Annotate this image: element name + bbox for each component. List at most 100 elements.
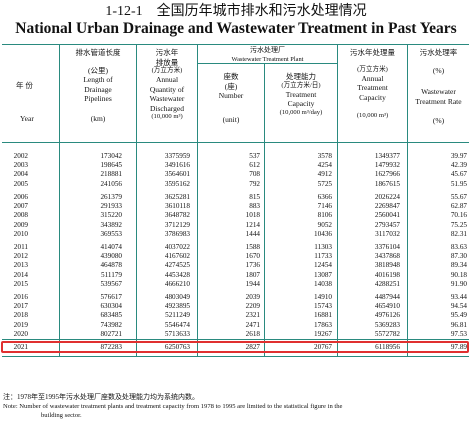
table-treatment-capacity-cell: 2026224 <box>374 193 400 201</box>
table-plant-number-cell: 1444 <box>245 229 260 238</box>
table-treatment-capacity-cell: 5572782 <box>374 329 400 338</box>
table-plant-number-cell: 883 <box>249 202 260 211</box>
table-plant-capacity-cell: 16881 <box>314 311 332 320</box>
table-plant-capacity-cell: 15743 <box>314 302 332 311</box>
table-treatment-rate-cell: 87.30 <box>450 252 467 261</box>
row-block: 2011 414074 4037022 1588 11303 3376104 83.63 20… <box>2 243 469 289</box>
row-block: 2006 261379 3625281 815 6366 2026224 55.67 2007… <box>2 193 469 239</box>
table-code-title: 1-12-1 全国历年城市排水和污水处理情况 <box>105 4 367 19</box>
plant-group-header: 污水处理厂 Wastewater Treatment Plant <box>231 46 304 63</box>
table-plant-number-cell: 1736 <box>245 261 260 270</box>
table-treatment-capacity-cell: 2560041 <box>374 211 400 220</box>
table-treatment-capacity-cell: 1479932 <box>374 161 400 170</box>
year-header-en: Year <box>20 114 34 123</box>
table-treatment-capacity-cell: 4654910 <box>374 302 400 311</box>
table-discharged-cell: 3712129 <box>164 220 190 229</box>
table-discharged-cell: 5713633 <box>164 329 190 338</box>
table-discharged-cell: 4274525 <box>164 261 190 270</box>
table-pipelines-cell: 683485 <box>100 311 122 320</box>
table-row: 2006 261379 3625281 815 6366 2026224 55.67 <box>2 193 469 202</box>
note-cn: 注：1978年至1995年污水处理厂座数及处理能力均为系统内数。 <box>3 393 199 401</box>
table-plant-number-cell: 2209 <box>245 302 260 311</box>
table-year-cell: 2016 <box>13 293 28 301</box>
table-english-title: National Urban Drainage and Wastewater T… <box>15 20 457 37</box>
table-year-cell: 2012 <box>13 252 28 261</box>
table-plant-capacity-cell: 4912 <box>317 170 332 179</box>
table-plant-capacity-cell: 11733 <box>314 252 332 261</box>
table-plant-capacity-cell: 10436 <box>314 229 332 238</box>
table-treatment-rate-cell: 89.34 <box>450 261 467 270</box>
row-2021-plant-number-cell: 2827 <box>245 343 260 351</box>
table-year-cell: 2010 <box>13 229 28 238</box>
table-treatment-capacity-cell: 1349377 <box>374 152 400 160</box>
table-year-cell: 2004 <box>13 170 28 179</box>
table-pipelines-cell: 576617 <box>100 293 122 301</box>
table-treatment-rate-cell: 42.39 <box>450 161 467 170</box>
table-top-rule <box>2 44 469 45</box>
table-treatment-capacity-cell: 3437868 <box>374 252 400 261</box>
table-year-cell: 2014 <box>13 270 28 279</box>
table-row: 2012 439080 4167602 1670 11733 3437868 87.30 <box>2 252 469 261</box>
row-2021-discharged-cell: 6250763 <box>164 343 190 351</box>
table-pipelines-cell: 173042 <box>100 152 122 160</box>
data-table: 年 份 Year 排水管道长度 (公里) Length of Drainage … <box>1 44 469 390</box>
table-treatment-rate-cell: 75.25 <box>450 220 467 229</box>
table-pipelines-cell: 464878 <box>100 261 122 270</box>
table-treatment-rate-cell: 55.67 <box>450 193 467 201</box>
table-plant-capacity-cell: 14038 <box>314 279 332 288</box>
table-year-cell: 2020 <box>13 329 28 338</box>
table-year-cell: 2018 <box>13 311 28 320</box>
table-year-cell: 2013 <box>13 261 28 270</box>
year-header-cn: 年 份 <box>16 81 33 90</box>
table-year-cell: 2015 <box>13 279 28 288</box>
row-2021-plant-capacity-cell: 20767 <box>314 343 332 351</box>
table-year-cell: 2009 <box>13 220 28 229</box>
table-treatment-rate-cell: 45.67 <box>450 170 467 179</box>
table-plant-number-cell: 1018 <box>245 211 260 220</box>
table-plant-capacity-cell: 11303 <box>314 243 332 251</box>
table-row: 2014 511179 4453428 1807 13087 4016198 90.18 <box>2 271 469 280</box>
table-treatment-capacity-cell: 3117032 <box>375 229 400 238</box>
table-treatment-capacity-cell: 2269847 <box>374 202 400 211</box>
table-year-cell: 2008 <box>13 211 28 220</box>
row-2021-treatment-rate-cell: 97.89 <box>450 343 467 351</box>
table-pipelines-cell: 291933 <box>100 202 122 211</box>
table-treatment-capacity-cell: 2793457 <box>374 220 400 229</box>
table-treatment-capacity-cell: 1627966 <box>374 170 400 179</box>
table-treatment-capacity-cell: 4288251 <box>374 279 400 288</box>
table-row: 2015 539567 4666210 1944 14038 4288251 91.90 <box>2 280 469 289</box>
discharged-header: 污水年 排放量 (万立方米) Annual Quantity of Wastew… <box>149 48 185 121</box>
table-year-cell: 2003 <box>13 161 28 170</box>
table-row: 2005 241056 3595162 792 5725 1867615 51.95 <box>2 180 469 189</box>
row-block: 2016 576617 4803049 2039 14910 4487944 93.44 20… <box>2 293 469 339</box>
table-bottom-rule <box>2 356 469 357</box>
table-pipelines-cell: 802721 <box>100 329 122 338</box>
table-plant-capacity-cell: 7146 <box>317 202 332 211</box>
table-treatment-rate-cell: 97.53 <box>450 329 467 338</box>
table-row: 2008 315220 3648782 1018 8106 2560041 70.16 <box>2 211 469 220</box>
row-2021-year-cell: 2021 <box>13 343 28 351</box>
table-treatment-capacity-cell: 5369283 <box>374 320 400 329</box>
plant-number-header: 座数 (座) Number (unit) <box>218 72 244 124</box>
pipelines-header: 排水管道长度 (公里) Length of Drainage Pipelines… <box>75 48 121 123</box>
table-year-cell: 2011 <box>13 243 28 251</box>
row-2021-treatment-capacity-cell: 6118956 <box>375 343 400 351</box>
table-plant-number-cell: 2471 <box>245 320 260 329</box>
table-discharged-cell: 5211249 <box>165 311 190 320</box>
table-discharged-cell: 4167602 <box>164 252 190 261</box>
table-pipelines-cell: 743982 <box>100 320 122 329</box>
table-plant-number-cell: 1944 <box>245 279 260 288</box>
table-pipelines-cell: 369553 <box>100 229 122 238</box>
plant-group-rule <box>197 63 337 64</box>
table-row: 2020 802721 5713633 2618 19267 5572782 97.53 <box>2 330 469 339</box>
table-plant-number-cell: 1214 <box>245 220 260 229</box>
table-discharged-cell: 4923895 <box>164 302 190 311</box>
table-pipelines-cell: 198645 <box>100 161 122 170</box>
treatment-capacity-header: 污水年处理量 (万立方米) Annual Treatment Capacity … <box>350 48 395 120</box>
table-discharged-cell: 3625281 <box>164 193 190 201</box>
table-plant-capacity-cell: 17863 <box>314 320 332 329</box>
table-plant-capacity-cell: 8106 <box>317 211 332 220</box>
row-2021-pipelines-cell: 872283 <box>100 343 122 351</box>
table-row: 2019 743982 5546474 2471 17863 5369283 96.81 <box>2 321 469 330</box>
row-block: 2002 173042 3375959 537 3578 1349377 39.97 2003… <box>2 152 469 189</box>
